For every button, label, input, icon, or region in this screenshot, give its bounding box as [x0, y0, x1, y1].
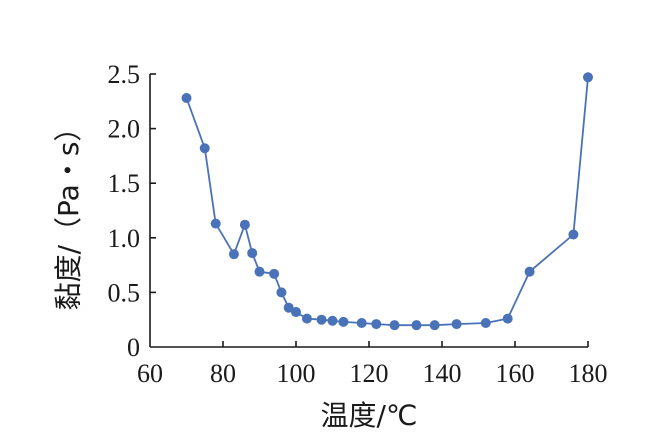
data-point [502, 313, 513, 324]
data-point [371, 319, 382, 330]
data-point [283, 302, 294, 313]
x-tick-label: 120 [350, 359, 389, 388]
y-tick-label: 2.5 [108, 60, 141, 89]
data-point [276, 287, 287, 298]
data-point [269, 268, 280, 279]
data-point [316, 314, 327, 325]
x-tick-label: 100 [277, 359, 316, 388]
data-point [451, 319, 462, 330]
data-point [524, 266, 535, 277]
x-tick-label: 180 [569, 359, 608, 388]
data-point [210, 218, 221, 229]
y-tick-label: 1.5 [108, 169, 141, 198]
x-tick-label: 80 [210, 359, 236, 388]
y-ticks: 0 0.5 1.0 1.5 2.0 2.5 [108, 60, 156, 362]
series-line [185, 77, 589, 327]
y-axis-title: 黏度/（Pa・s） [52, 114, 85, 311]
data-point [327, 315, 338, 326]
data-point [429, 320, 440, 331]
y-tick-label: 0 [127, 333, 140, 362]
x-axis-title: 温度/℃ [321, 399, 418, 432]
data-point [356, 317, 367, 328]
data-point [411, 320, 422, 331]
x-tick-label: 60 [137, 359, 163, 388]
data-point [228, 249, 239, 260]
data-point [181, 93, 192, 104]
data-point [389, 320, 400, 331]
data-point [568, 229, 579, 240]
x-tick-label: 160 [496, 359, 535, 388]
data-point [199, 143, 210, 154]
series-layer [181, 72, 593, 331]
data-point [583, 72, 593, 83]
y-tick-label: 2.0 [108, 115, 141, 144]
y-tick-label: 0.5 [108, 278, 141, 307]
data-point [301, 313, 312, 324]
x-ticks: 60 80 100 120 140 160 180 [137, 341, 608, 388]
y-tick-label: 1.0 [108, 224, 141, 253]
x-tick-label: 140 [423, 359, 462, 388]
data-point [338, 316, 349, 327]
data-point [480, 317, 491, 328]
data-point [291, 307, 301, 318]
data-point [239, 219, 250, 230]
data-point [254, 266, 265, 277]
data-point [247, 248, 258, 259]
